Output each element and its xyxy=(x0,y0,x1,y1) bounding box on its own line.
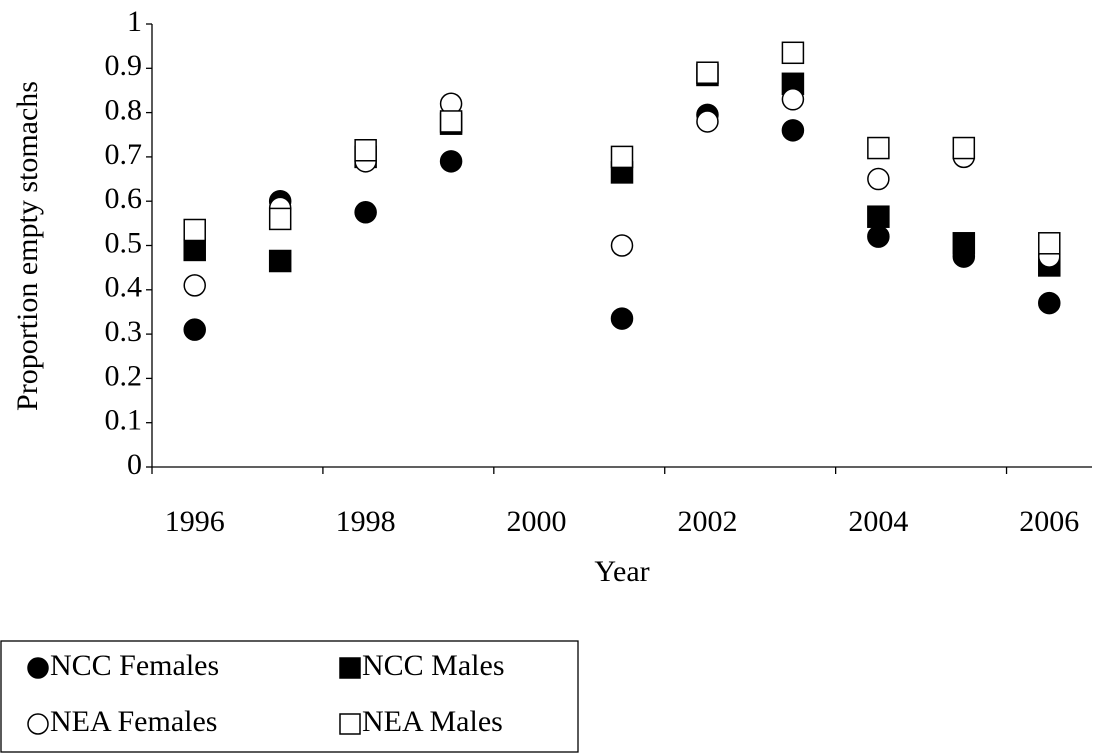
y-axis-label: Proportion empty stomachs xyxy=(11,81,44,411)
y-tick-label: 1 xyxy=(127,5,142,38)
point xyxy=(183,218,206,242)
y-tick-label: 0.3 xyxy=(105,315,143,348)
point xyxy=(867,225,890,248)
x-axis-label: Year xyxy=(594,555,649,588)
point xyxy=(952,232,976,255)
y-tick-label: 0.8 xyxy=(105,93,143,126)
y-tick-label: 0.6 xyxy=(105,182,143,215)
legend-marker xyxy=(339,713,361,735)
point xyxy=(867,136,890,160)
point xyxy=(439,150,463,173)
legend-label: NEA Males xyxy=(362,705,503,738)
y-tick-label: 0.2 xyxy=(105,359,143,392)
y-tick-label: 0.9 xyxy=(105,49,143,82)
legend-label: NCC Males xyxy=(362,649,505,682)
point xyxy=(867,205,890,228)
point xyxy=(354,201,377,224)
point xyxy=(781,41,805,65)
x-tick-label: 2002 xyxy=(677,505,737,538)
point xyxy=(781,119,805,142)
point xyxy=(867,167,890,191)
point xyxy=(696,110,719,133)
legend-box xyxy=(0,640,579,753)
point xyxy=(354,139,377,162)
y-tick-label: 0.4 xyxy=(105,271,143,304)
legend-marker xyxy=(27,657,49,679)
point xyxy=(952,136,976,160)
point xyxy=(1038,232,1061,255)
x-tick-label: 2006 xyxy=(1019,505,1079,538)
point xyxy=(268,207,292,231)
x-tick-label: 2000 xyxy=(507,505,567,538)
legend-label: NEA Females xyxy=(50,705,217,738)
point xyxy=(610,307,634,330)
legend-marker xyxy=(339,657,361,679)
point xyxy=(268,249,292,273)
legend-marker xyxy=(27,713,49,735)
point xyxy=(1038,291,1061,315)
point xyxy=(183,318,206,341)
point xyxy=(696,61,719,84)
y-tick-label: 0.1 xyxy=(105,404,143,437)
x-tick-label: 1996 xyxy=(165,505,225,538)
y-tick-label: 0 xyxy=(127,448,142,481)
point xyxy=(781,88,805,111)
point xyxy=(183,274,206,297)
legend-label: NCC Females xyxy=(50,649,219,682)
y-tick-label: 0.5 xyxy=(105,226,143,259)
x-tick-label: 1998 xyxy=(336,505,396,538)
point xyxy=(610,145,634,169)
point xyxy=(439,110,463,133)
x-tick-label: 2004 xyxy=(848,505,908,538)
point xyxy=(183,238,206,262)
point xyxy=(610,234,634,257)
y-tick-label: 0.7 xyxy=(105,138,143,171)
